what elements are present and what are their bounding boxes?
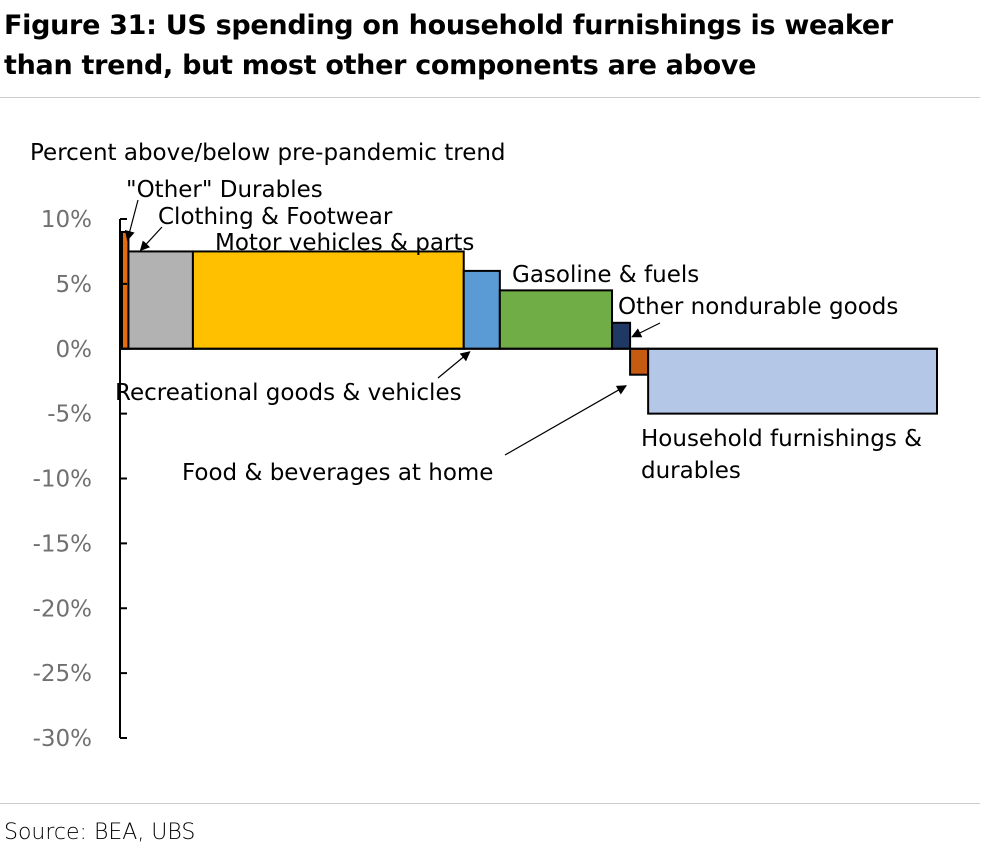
arrow-6 — [631, 322, 661, 338]
y-tick-label-4: -5% — [47, 402, 92, 428]
y-tick-label-6: -15% — [33, 531, 92, 557]
y-tick-label-2: 5% — [56, 272, 93, 298]
bar-5 — [498, 289, 614, 350]
bar-label-6: Other nondurable goods — [618, 294, 898, 320]
y-tick-label-5: -10% — [33, 467, 92, 493]
bar-8 — [647, 347, 938, 415]
bar-6 — [611, 321, 632, 350]
y-tick-label-1: 10% — [41, 207, 92, 233]
bar-2 — [127, 250, 194, 350]
bar-label-8-line-2: durables — [641, 458, 741, 484]
chart-title-line-1: Figure 31: US spending on household furn… — [4, 10, 893, 41]
y-axis-label: Percent above/below pre-pandemic trend — [30, 140, 506, 166]
chart-title-line-2: than trend, but most other components ar… — [4, 50, 757, 81]
y-tick-label-8: -25% — [33, 661, 92, 687]
bar-label-5: Gasoline & fuels — [512, 262, 699, 288]
bar-label-4: Recreational goods & vehicles — [115, 380, 462, 406]
arrow-4 — [437, 351, 471, 379]
bar-label-2: Clothing & Footwear — [158, 204, 393, 230]
source-note: Source: BEA, UBS — [4, 820, 196, 845]
y-tick-label-9: -30% — [33, 726, 92, 752]
bar-label-1: "Other" Durables — [126, 177, 323, 203]
title-divider — [0, 97, 980, 98]
y-tick-label-7: -20% — [33, 596, 92, 622]
arrow-2 — [139, 226, 163, 252]
source-divider — [0, 803, 980, 804]
y-tick-label-3: 0% — [56, 337, 93, 363]
bar-label-8-line-1: Household furnishings & — [641, 426, 922, 452]
bar-label-3: Motor vehicles & parts — [215, 230, 474, 256]
chart-title: Figure 31: US spending on household furn… — [4, 6, 984, 86]
bar-4 — [462, 269, 501, 350]
bar-label-7: Food & beverages at home — [182, 460, 493, 486]
bar-7 — [629, 347, 650, 376]
arrow-7 — [504, 385, 627, 456]
arrow-1 — [124, 199, 139, 241]
bar-3 — [191, 250, 465, 350]
